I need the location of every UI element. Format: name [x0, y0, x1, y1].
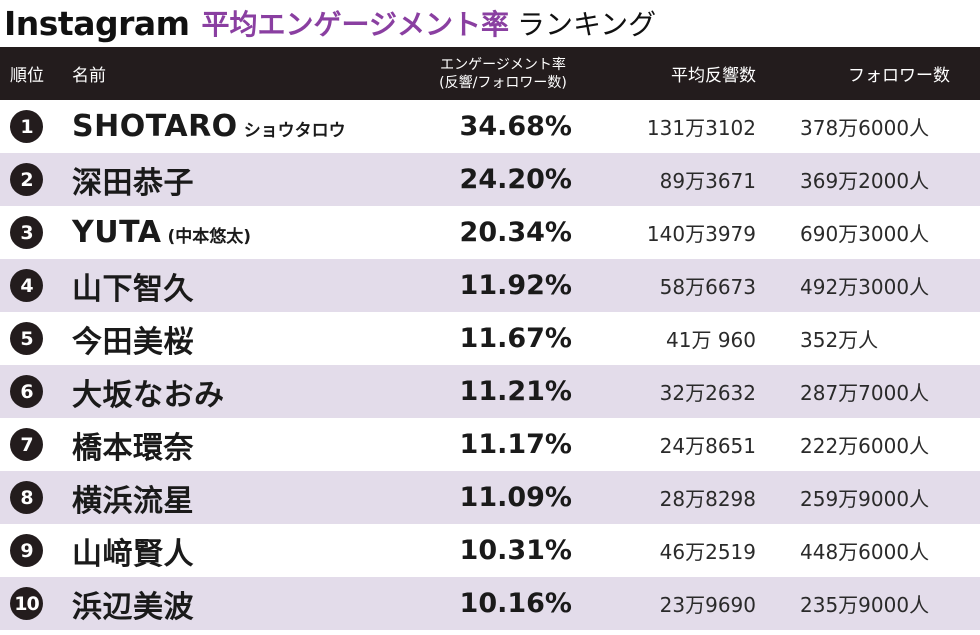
- engagement-rate: 10.31%: [459, 535, 572, 566]
- person-name: YUTA: [72, 215, 162, 250]
- person-name: 大坂なおみ: [72, 377, 225, 413]
- name-cell: 橋本環奈: [72, 418, 194, 471]
- engagement-rate: 34.68%: [459, 111, 572, 142]
- rank-badge: 9: [10, 534, 43, 567]
- title-brand: Instagram: [4, 3, 190, 43]
- follower-count: 287万7000人: [800, 381, 930, 405]
- rank-badge: 2: [10, 163, 43, 196]
- table-row: 6 大坂なおみ 11.21% 32万2632 287万7000人: [0, 365, 980, 418]
- person-name: 山﨑賢人: [72, 536, 194, 572]
- follower-count: 222万6000人: [800, 434, 930, 458]
- engagement-rate: 11.67%: [459, 323, 572, 354]
- rank-badge: 8: [10, 481, 43, 514]
- avg-reactions: 41万 960: [666, 328, 756, 352]
- rank-badge: 3: [10, 216, 43, 249]
- header-avg: 平均反響数: [671, 66, 756, 86]
- avg-reactions: 140万3979: [646, 222, 756, 246]
- table-row: 5 今田美桜 11.67% 41万 960 352万人: [0, 312, 980, 365]
- follower-count: 690万3000人: [800, 222, 930, 246]
- person-name: SHOTARO: [72, 109, 238, 144]
- rank-badge: 4: [10, 269, 43, 302]
- person-name-sub: ショウタロウ: [243, 121, 346, 141]
- rank-badge: 1: [10, 110, 43, 143]
- engagement-rate: 11.92%: [459, 270, 572, 301]
- avg-reactions: 131万3102: [646, 116, 756, 140]
- name-cell: 山下智久: [72, 259, 194, 312]
- follower-count: 352万人: [800, 328, 879, 352]
- table-header: 順位 名前 エンゲージメント率 (反響/フォロワー数) 平均反響数 フォロワー数: [0, 47, 980, 100]
- person-name: 今田美桜: [72, 324, 194, 360]
- follower-count: 235万9000人: [800, 593, 930, 617]
- person-name: 山下智久: [72, 271, 194, 307]
- table-row: 7 橋本環奈 11.17% 24万8651 222万6000人: [0, 418, 980, 471]
- follower-count: 378万6000人: [800, 116, 930, 140]
- person-name: 横浜流星: [72, 483, 194, 519]
- name-cell: 浜辺美波: [72, 577, 194, 630]
- person-name: 深田恭子: [72, 165, 194, 201]
- engagement-rate: 11.21%: [459, 376, 572, 407]
- table-row: 9 山﨑賢人 10.31% 46万2519 448万6000人: [0, 524, 980, 577]
- name-cell: 深田恭子: [72, 153, 194, 206]
- table-row: 2 深田恭子 24.20% 89万3671 369万2000人: [0, 153, 980, 206]
- person-name-sub: (中本悠太): [167, 227, 251, 247]
- avg-reactions: 46万2519: [659, 540, 756, 564]
- name-cell: 今田美桜: [72, 312, 194, 365]
- engagement-rate: 11.17%: [459, 429, 572, 460]
- header-followers: フォロワー数: [848, 66, 950, 86]
- title-main: 平均エンゲージメント率: [201, 8, 509, 41]
- header-rate-line1: エンゲージメント率: [440, 56, 566, 73]
- table-row: 1 SHOTARO ショウタロウ 34.68% 131万3102 378万6000人: [0, 100, 980, 153]
- avg-reactions: 24万8651: [659, 434, 756, 458]
- name-cell: 山﨑賢人: [72, 524, 194, 577]
- engagement-rate: 10.16%: [459, 588, 572, 619]
- person-name: 浜辺美波: [72, 589, 194, 625]
- table-row: 4 山下智久 11.92% 58万6673 492万3000人: [0, 259, 980, 312]
- avg-reactions: 58万6673: [659, 275, 756, 299]
- title-sub: ランキング: [516, 8, 657, 41]
- rank-badge: 6: [10, 375, 43, 408]
- avg-reactions: 28万8298: [659, 487, 756, 511]
- engagement-rate: 20.34%: [459, 217, 572, 248]
- table-row: 8 横浜流星 11.09% 28万8298 259万9000人: [0, 471, 980, 524]
- engagement-rate: 11.09%: [459, 482, 572, 513]
- follower-count: 369万2000人: [800, 169, 930, 193]
- name-cell: SHOTARO ショウタロウ: [72, 100, 346, 153]
- rank-badge: 5: [10, 322, 43, 355]
- name-cell: YUTA (中本悠太): [72, 206, 251, 259]
- name-cell: 大坂なおみ: [72, 365, 225, 418]
- person-name: 橋本環奈: [72, 430, 194, 466]
- avg-reactions: 89万3671: [659, 169, 756, 193]
- rank-badge: 7: [10, 428, 43, 461]
- table-row: 10 浜辺美波 10.16% 23万9690 235万9000人: [0, 577, 980, 630]
- title-bar: Instagram 平均エンゲージメント率 ランキング: [4, 0, 656, 46]
- rank-badge: 10: [10, 587, 43, 620]
- table-row: 3 YUTA (中本悠太) 20.34% 140万3979 690万3000人: [0, 206, 980, 259]
- avg-reactions: 23万9690: [659, 593, 756, 617]
- avg-reactions: 32万2632: [659, 381, 756, 405]
- header-rate: エンゲージメント率 (反響/フォロワー数): [416, 47, 590, 100]
- follower-count: 448万6000人: [800, 540, 930, 564]
- engagement-rate: 24.20%: [459, 164, 572, 195]
- header-name: 名前: [72, 66, 106, 86]
- name-cell: 横浜流星: [72, 471, 194, 524]
- follower-count: 492万3000人: [800, 275, 930, 299]
- follower-count: 259万9000人: [800, 487, 930, 511]
- header-rank: 順位: [10, 66, 44, 86]
- header-rate-line2: (反響/フォロワー数): [439, 74, 567, 91]
